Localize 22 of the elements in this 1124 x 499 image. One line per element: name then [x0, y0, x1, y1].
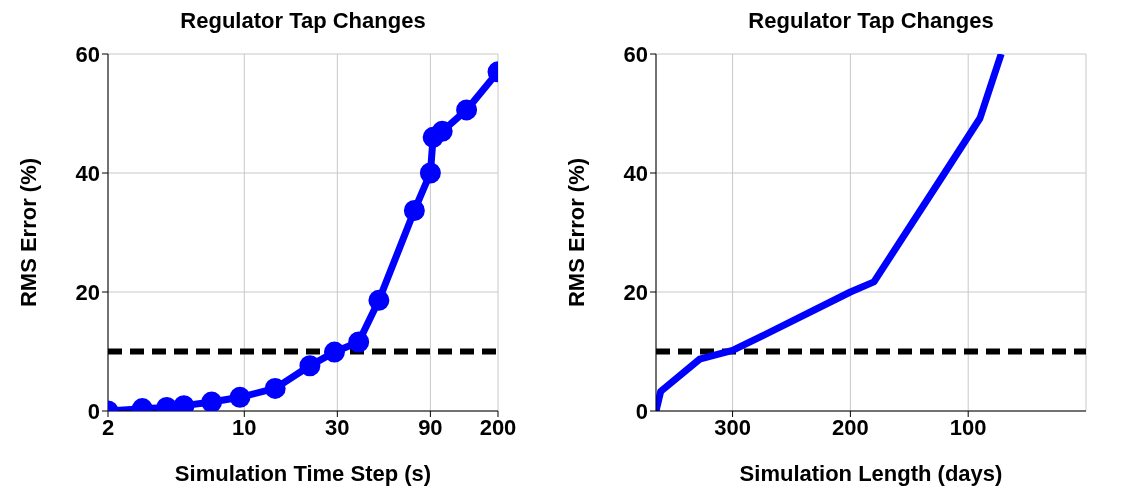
y-tick-label: 40 — [75, 160, 100, 186]
x-tick-label: 200 — [832, 414, 869, 440]
x-tick-label: 30 — [325, 414, 350, 440]
y-tick-label: 20 — [623, 279, 648, 305]
chart-title: Regulator Tap Changes — [179, 8, 427, 35]
y-axis-title: RMS Error (%) — [15, 157, 41, 308]
y-tick-label: 60 — [75, 41, 100, 67]
y-axis-title: RMS Error (%) — [563, 157, 589, 308]
y-tick-label: 40 — [623, 160, 648, 186]
y-tick-label: 0 — [635, 398, 648, 424]
x-tick-label: 100 — [949, 414, 987, 440]
y-tick-label: 0 — [87, 398, 100, 424]
y-tick-label: 20 — [75, 279, 100, 305]
x-tick-label: 200 — [479, 414, 517, 440]
x-axis-title: Simulation Time Step (s) — [174, 461, 432, 486]
y-tick-label: 60 — [623, 41, 648, 67]
x-tick-label: 10 — [232, 414, 257, 440]
x-tick-label: 300 — [714, 414, 751, 440]
x-axis-title: Simulation Length (days) — [739, 461, 1003, 486]
x-tick-label: 2 — [101, 414, 115, 440]
x-tick-label: 90 — [418, 414, 443, 440]
chart-title: Regulator Tap Changes — [747, 8, 995, 35]
